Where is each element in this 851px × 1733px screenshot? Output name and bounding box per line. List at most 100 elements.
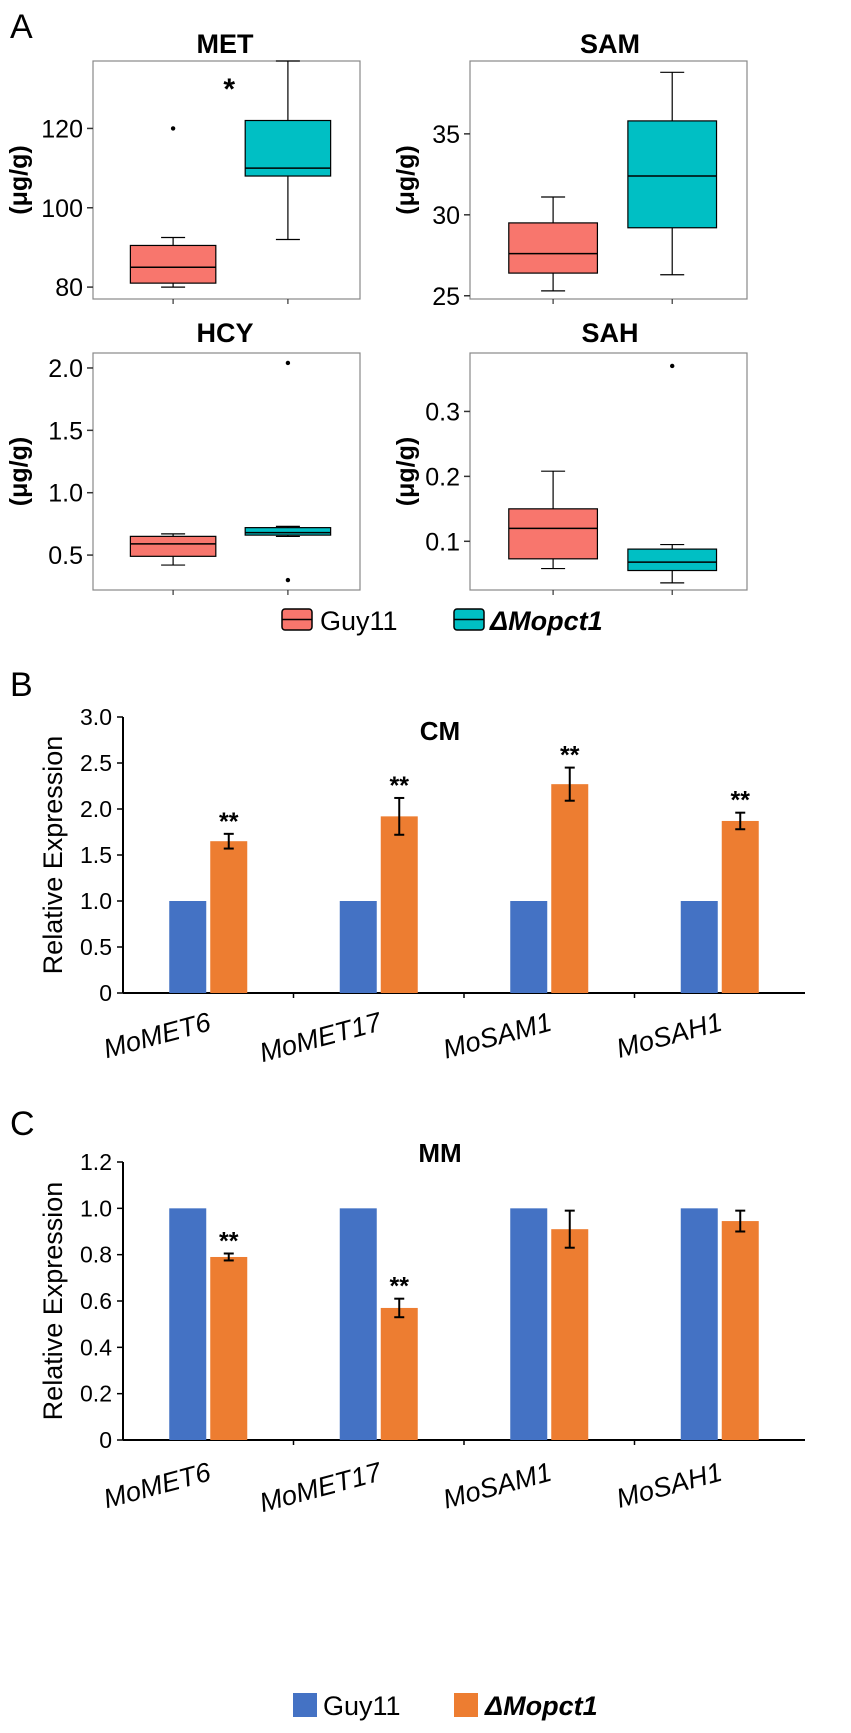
y-tick-label: 2.0 — [48, 355, 83, 383]
box-mutant — [627, 363, 718, 584]
bar-mosah1-guy11 — [680, 901, 718, 993]
bar-mosah1-guy11 — [680, 1208, 718, 1440]
y-tick-label: 2.5 — [80, 750, 112, 776]
x-tick-label-mosam1: MoSAM1 — [440, 1457, 555, 1515]
bar-momet17-guy11 — [339, 901, 377, 993]
outlier-point — [285, 577, 291, 583]
box-chart-sah: SAH (μg/g)0.1 0.2 0.3 — [392, 318, 748, 595]
y-tick-label: 0.3 — [425, 398, 460, 426]
y-tick-label: 2.0 — [80, 796, 112, 822]
legend-label-mutant-bar: ΔMopct1 — [484, 1691, 598, 1721]
bar-mosam1-mutant — [551, 1229, 589, 1440]
y-tick-label: 100 — [41, 195, 83, 223]
plot-frame — [92, 60, 361, 300]
plot-frame — [469, 60, 748, 300]
box-mutant — [244, 360, 332, 583]
panel-label-a: A — [10, 8, 33, 46]
y-axis-label: Relative Expression — [38, 736, 68, 975]
y-tick-label: 1.0 — [48, 480, 83, 508]
chart-title: HCY — [196, 318, 253, 348]
bar-mosah1-mutant — [721, 820, 759, 993]
x-tick-label-mosam1: MoSAM1 — [440, 1007, 555, 1065]
bar-momet6-mutant — [210, 841, 248, 993]
iqr-box — [129, 244, 217, 284]
chart-title: SAH — [581, 318, 638, 348]
x-tick-label-mosah1: MoSAH1 — [613, 1007, 725, 1064]
y-tick-label: 0.5 — [48, 542, 83, 570]
chart-title: CM — [420, 716, 460, 746]
box-chart-hcy: HCY (μg/g) 0.5 1.0 1.5 2.0 — [5, 318, 361, 595]
legend-swatch-guy11-bar — [293, 1693, 317, 1717]
iqr-box — [508, 508, 599, 560]
legend-label-mutant: ΔMopct1 — [489, 606, 603, 636]
iqr-box — [627, 548, 718, 572]
bar-momet17-mutant — [380, 816, 418, 993]
outlier-point — [285, 360, 291, 366]
x-tick-label-momet17: MoMET17 — [256, 1457, 385, 1518]
y-tick-label: 120 — [41, 115, 83, 143]
bar-mosah1-mutant — [721, 1221, 759, 1440]
y-axis-label: (μg/g) — [5, 437, 33, 506]
bar-momet17-mutant — [380, 1307, 418, 1440]
x-tick-label-momet6: MoMET6 — [100, 1007, 214, 1065]
box-guy11 — [129, 533, 217, 566]
box-mutant — [244, 60, 332, 241]
y-tick-label: 1.5 — [80, 842, 112, 868]
x-tick-label-mosah1: MoSAH1 — [613, 1457, 725, 1514]
y-axis-label: (μg/g) — [392, 437, 420, 506]
plot-frame — [469, 352, 748, 591]
y-tick-label: 0.2 — [80, 1381, 112, 1407]
iqr-box — [244, 119, 332, 177]
chart-title: SAM — [580, 29, 640, 59]
bar-mosam1-mutant — [551, 784, 589, 993]
bar-momet17-guy11 — [339, 1208, 377, 1440]
panel-label-b: B — [10, 666, 33, 704]
y-tick-label: 0.8 — [80, 1242, 112, 1268]
box-guy11 — [508, 470, 599, 570]
y-tick-label: 0.1 — [425, 528, 460, 556]
box-plots-panel-a: MET (μg/g) 80 100 120 * SAM (μg/g) 25 30 35 HCY (μg/… — [5, 29, 748, 595]
plot-frame — [92, 352, 361, 591]
box-chart-met: MET (μg/g) 80 100 120 * — [5, 29, 361, 304]
bar-chart-cm: CM Relative Expression 0 0.5 1.0 1.5 2.0 2.5 3.0… — [38, 704, 805, 1068]
significance-marker: * — [223, 73, 235, 106]
y-tick-label: 0.2 — [425, 463, 460, 491]
bar-momet6-guy11 — [169, 1208, 207, 1440]
legend-label-guy11-bar: Guy11 — [323, 1691, 401, 1721]
x-tick-label-momet6: MoMET6 — [100, 1457, 214, 1515]
legend-swatch-mutant-bar — [454, 1693, 478, 1717]
bar-momet6-guy11 — [169, 901, 207, 993]
y-tick-label: 1.5 — [48, 417, 83, 445]
panel-label-c: C — [10, 1105, 35, 1143]
bar-mosam1-guy11 — [510, 1208, 548, 1440]
y-tick-label: 0 — [99, 980, 112, 1006]
y-tick-label: 80 — [55, 274, 83, 302]
y-tick-label: 0.5 — [80, 934, 112, 960]
bar-charts-panels-bc: CM Relative Expression 0 0.5 1.0 1.5 2.0 2.5 3.0… — [38, 704, 805, 1518]
chart-title: MM — [418, 1138, 461, 1168]
y-tick-label: 0 — [99, 1427, 112, 1453]
iqr-box — [244, 527, 332, 536]
iqr-box — [508, 222, 599, 274]
outlier-point — [670, 363, 675, 369]
significance-marker: ** — [390, 772, 410, 800]
box-mutant — [627, 71, 718, 276]
y-tick-label: 3.0 — [80, 704, 112, 730]
y-tick-label: 25 — [432, 283, 460, 311]
y-tick-label: 1.2 — [80, 1149, 112, 1175]
x-tick-label-momet17: MoMET17 — [256, 1007, 385, 1068]
y-tick-label: 1.0 — [80, 888, 112, 914]
y-axis-label: (μg/g) — [392, 145, 420, 214]
iqr-box — [129, 535, 217, 557]
y-tick-label: 0.6 — [80, 1288, 112, 1314]
bar-mosam1-guy11 — [510, 901, 548, 993]
significance-marker: ** — [731, 787, 751, 815]
legend-label-guy11: Guy11 — [320, 606, 398, 636]
y-axis-label: Relative Expression — [38, 1182, 68, 1421]
iqr-box — [627, 120, 718, 229]
significance-marker: ** — [390, 1273, 410, 1301]
box-chart-sam: SAM (μg/g) 25 30 35 — [392, 29, 748, 311]
y-tick-label: 35 — [432, 121, 460, 149]
significance-marker: ** — [219, 808, 239, 836]
